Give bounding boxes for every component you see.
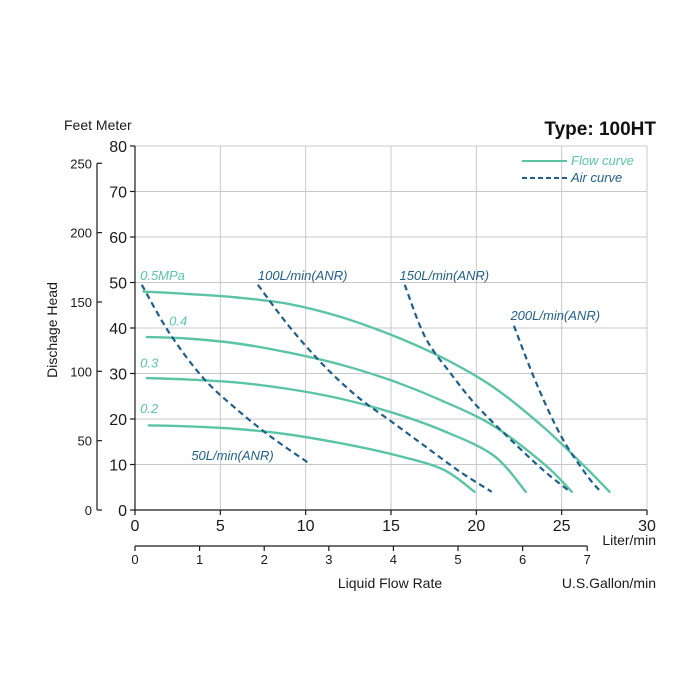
y-tick-label: 60 <box>109 230 127 247</box>
annotation-label: 0.5MPa <box>140 268 185 283</box>
y-units-label: Feet Meter <box>64 117 132 133</box>
x-axis-label: Liquid Flow Rate <box>338 575 442 591</box>
annotation-label: 50L/min(ANR) <box>191 448 273 463</box>
feet-tick-label: 200 <box>70 226 92 241</box>
gallon-tick-label: 7 <box>584 552 591 567</box>
annotations: 0.5MPa 0.4 0.3 0.2 100L/min(ANR) 150L/min(ANR… <box>140 268 600 463</box>
flow-curve-02 <box>147 424 476 493</box>
feet-tick-label: 0 <box>85 503 92 518</box>
gallon-tick-label: 4 <box>390 552 397 567</box>
y-tick-label: 70 <box>109 185 127 202</box>
annotation-label: 0.4 <box>169 314 187 329</box>
x-tick-label: 0 <box>131 518 140 535</box>
annotation-label: 0.2 <box>140 401 159 416</box>
flow-curve-04 <box>145 335 574 493</box>
y-tick-label: 10 <box>109 458 127 475</box>
annotation-label: 100L/min(ANR) <box>258 268 348 283</box>
series-group <box>140 284 611 493</box>
x-unit-primary: Liter/min <box>602 532 656 548</box>
annotation-label: 150L/min(ANR) <box>400 268 490 283</box>
legend-air-label: Air curve <box>570 170 622 185</box>
y-tick-label: 80 <box>109 139 127 156</box>
y-tick-label: 30 <box>109 367 127 384</box>
chart-title: Type: 100HT <box>544 119 656 140</box>
air-curve-100lminanr <box>257 284 493 493</box>
x-tick-label: 10 <box>297 518 315 535</box>
feet-tick-label: 150 <box>70 295 92 310</box>
x-unit-secondary: U.S.Gallon/min <box>562 575 656 591</box>
gallon-tick-label: 6 <box>519 552 526 567</box>
flow-curve-05mpa <box>142 290 611 493</box>
gallon-tick-label: 3 <box>325 552 332 567</box>
gallon-tick-label: 0 <box>131 552 138 567</box>
feet-tick-label: 250 <box>70 156 92 171</box>
annotation-label: 200L/min(ANR) <box>509 308 600 323</box>
air-curve-200lminanr <box>512 325 602 493</box>
x-tick-label: 30 <box>638 518 656 535</box>
x-tick-label: 15 <box>382 518 400 535</box>
y-tick-label: 50 <box>109 276 127 293</box>
y-tick-label: 40 <box>109 321 127 338</box>
grid <box>135 145 648 510</box>
y-tick-label: 20 <box>109 412 127 429</box>
air-curve-50lminanr <box>140 284 312 466</box>
x-tick-label: 20 <box>467 518 485 535</box>
air-curve-150lminanr <box>403 284 571 493</box>
x-tick-label: 5 <box>216 518 225 535</box>
flow-curve-03 <box>145 376 527 493</box>
gallon-tick-label: 2 <box>261 552 268 567</box>
annotation-label: 0.3 <box>140 356 159 371</box>
y-axis-label: Dischage Head <box>44 282 60 378</box>
y-tick-label: 0 <box>118 503 127 520</box>
legend: Flow curve Air curve <box>522 153 634 185</box>
x-tick-label: 25 <box>553 518 571 535</box>
feet-tick-label: 50 <box>78 434 92 449</box>
gallon-tick-label: 5 <box>454 552 461 567</box>
legend-flow-label: Flow curve <box>571 153 634 168</box>
gallon-tick-label: 1 <box>196 552 203 567</box>
feet-tick-label: 100 <box>70 364 92 379</box>
